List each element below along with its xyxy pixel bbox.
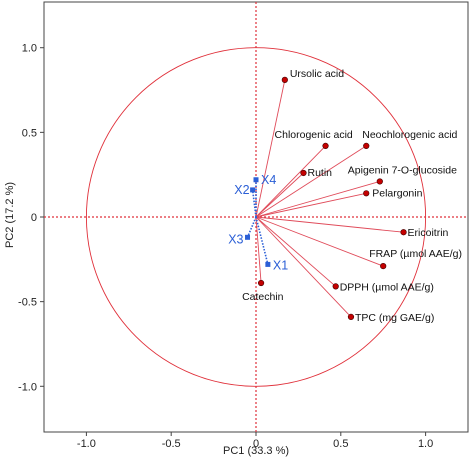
y-tick-label: 1.0: [22, 43, 37, 55]
observation-label: X1: [273, 258, 288, 272]
observation-point: [250, 187, 256, 193]
observation-label: X3: [228, 232, 243, 246]
variable-label: Ursolic acid: [290, 68, 344, 80]
variable-vector: [255, 216, 384, 267]
variable-label: Chlorogenic acid: [275, 129, 353, 141]
x-tick-label: -1.0: [77, 438, 96, 450]
x-tick-label: 1.0: [418, 438, 433, 450]
x-tick-label: 0: [253, 438, 259, 450]
variable-point: [257, 279, 265, 287]
variable-vector: [255, 216, 352, 318]
observation-vector: [246, 216, 257, 238]
variable-vector: [255, 145, 367, 218]
variable-label: Neochlorogenic acid: [362, 129, 457, 141]
y-tick-label: -1.0: [18, 381, 37, 393]
variable-point: [300, 169, 307, 177]
x-tick-label: 0.5: [333, 438, 348, 450]
variable-label: Apigenin 7-O-glucoside: [348, 164, 457, 176]
variable-vector: [255, 216, 262, 284]
observation-vector: [255, 216, 269, 265]
variable-point: [400, 229, 407, 236]
variable-vector: [255, 216, 337, 287]
x-axis-ticks: -1.0 -0.5 0 0.5 1.0: [77, 432, 433, 450]
variable-vector: [255, 181, 380, 218]
variable-label: DPPH (µmol AAE/g): [340, 281, 434, 293]
observation-point: [265, 261, 271, 267]
y-tick-label: 0.5: [22, 127, 37, 139]
variable-vector: [255, 192, 367, 218]
variable-label: TPC (mg GAE/g): [355, 312, 434, 324]
plot-layer: Ursolic acid Chlorogenic acid Neochlorogen…: [44, 2, 468, 432]
x-tick-label: -0.5: [162, 438, 181, 450]
variable-point: [281, 76, 288, 83]
variable-vector: [255, 145, 326, 218]
variable-vector: [255, 216, 404, 233]
observation-label: X2: [234, 183, 249, 197]
variable-point: [347, 313, 355, 320]
observation-point: [245, 234, 251, 240]
variable-label: Catechin: [242, 291, 284, 303]
variable-vector: [255, 172, 304, 218]
variable-label: Rutin: [307, 167, 332, 179]
y-axis-title: PC2 (17.2 %): [4, 182, 16, 248]
x-axis-title: PC1 (33.3 %): [223, 445, 289, 457]
observation-point: [253, 177, 259, 183]
variable-vector: [255, 79, 286, 218]
observation-label: X4: [261, 173, 276, 187]
variable-point: [332, 283, 339, 290]
variable-label: Pelargonin: [372, 187, 422, 199]
variable-point: [363, 190, 370, 197]
variable-point: [322, 142, 329, 149]
y-axis-ticks: -1.0 -0.5 0 0.5 1.0: [18, 43, 44, 393]
variable-label: Ericoitrin: [408, 227, 449, 239]
variable-label: FRAP (µmol AAE/g): [369, 248, 462, 260]
variable-point: [380, 262, 387, 270]
y-tick-label: 0: [31, 212, 37, 224]
variable-point: [376, 178, 383, 185]
variable-point: [363, 142, 370, 149]
y-tick-label: -0.5: [18, 297, 37, 309]
